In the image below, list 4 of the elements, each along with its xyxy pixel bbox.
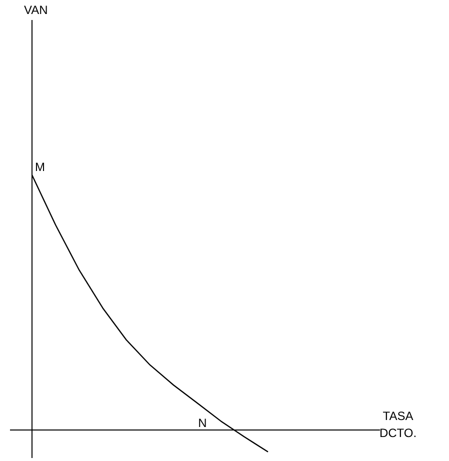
text: M: [35, 160, 45, 174]
text: VAN: [24, 3, 48, 17]
text: TASA DCTO.: [379, 409, 417, 440]
annotation: N: [198, 416, 207, 430]
